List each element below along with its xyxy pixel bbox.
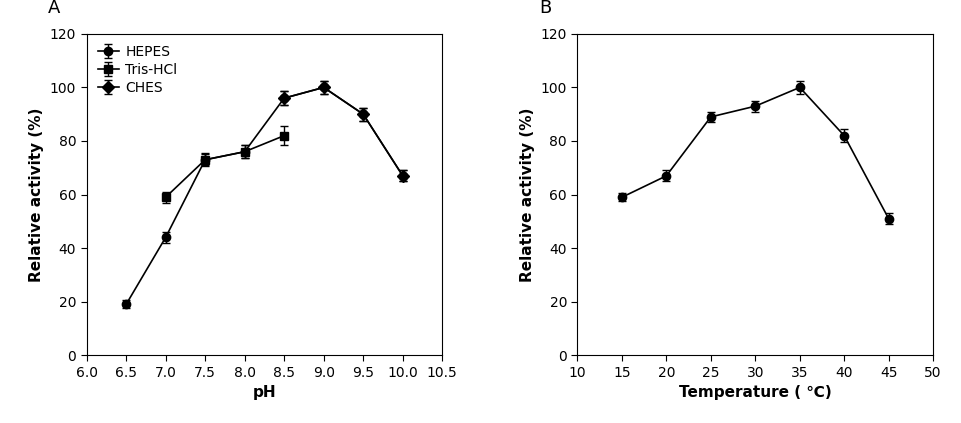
- Y-axis label: Relative activity (%): Relative activity (%): [520, 107, 534, 282]
- Legend: HEPES, Tris-HCl, CHES: HEPES, Tris-HCl, CHES: [93, 41, 182, 99]
- X-axis label: pH: pH: [253, 385, 276, 400]
- Y-axis label: Relative activity (%): Relative activity (%): [29, 107, 44, 282]
- X-axis label: Temperature ( ℃): Temperature ( ℃): [678, 385, 831, 400]
- Text: B: B: [538, 0, 551, 17]
- Text: A: A: [48, 0, 61, 17]
